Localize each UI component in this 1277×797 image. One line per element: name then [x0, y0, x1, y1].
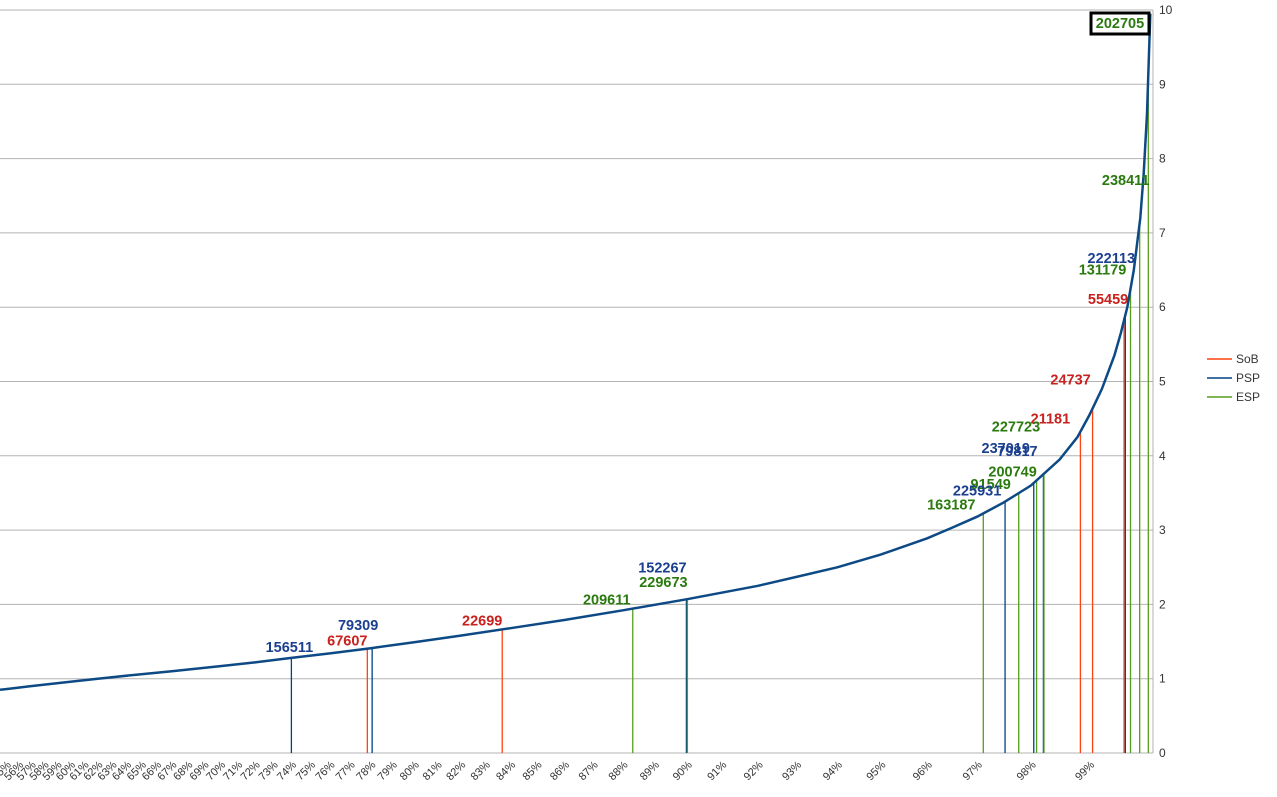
data-label: 163187 [927, 497, 975, 513]
data-label: 79309 [338, 618, 378, 634]
x-tick-label: 98% [1015, 759, 1039, 783]
data-label: 152267 [638, 560, 686, 576]
x-tick-label: 96% [911, 759, 935, 783]
y-tick-label: 10 [1159, 3, 1173, 17]
x-tick-label: 82% [444, 759, 468, 783]
data-label: 222113 [1088, 251, 1136, 267]
x-tick-label: 91% [705, 759, 729, 783]
x-tick-label: 75% [294, 759, 318, 783]
y-tick-label: 3 [1159, 523, 1166, 537]
data-label: 202705 [1096, 16, 1144, 32]
data-label: 200749 [988, 464, 1036, 480]
data-label: 156511 [266, 640, 314, 656]
x-tick-label: 93% [780, 759, 804, 783]
legend-label: PSP [1236, 371, 1260, 385]
data-label: 79817 [997, 444, 1037, 460]
marker-drop-lines [290, 73, 1149, 753]
y-tick-label: 7 [1159, 226, 1166, 240]
x-tick-label: 99% [1073, 759, 1097, 783]
x-tick-label: 77% [334, 759, 358, 783]
x-tick-label: 79% [376, 759, 400, 783]
x-tick-label: 83% [469, 759, 493, 783]
x-tick-label: 73% [257, 759, 281, 783]
y-tick-label: 8 [1159, 152, 1166, 166]
legend-label: SoB [1236, 352, 1259, 366]
x-tick-label: 74% [275, 759, 299, 783]
x-tick-label: 86% [548, 759, 572, 783]
y-tick-label: 9 [1159, 77, 1166, 91]
x-tick-label: 84% [494, 759, 518, 783]
data-label: 225931 [953, 484, 1001, 500]
y-axis-tick-labels: 0 1 2 3 4 5 6 7 8 9 10 [1159, 3, 1173, 760]
data-label: 55459 [1088, 292, 1128, 308]
x-tick-label: 90% [671, 759, 695, 783]
x-tick-label: 85% [520, 759, 544, 783]
x-tick-label: 94% [821, 759, 845, 783]
data-label: 21181 [1031, 412, 1071, 428]
legend: SoB PSP ESP [1207, 352, 1260, 404]
y-tick-label: 0 [1159, 746, 1166, 760]
data-label: 227723 [992, 420, 1040, 436]
data-label: 91549 [971, 477, 1011, 493]
data-label: 229673 [639, 575, 687, 591]
x-tick-label: 89% [638, 759, 662, 783]
y-tick-label: 4 [1159, 449, 1166, 463]
y-tick-label: 5 [1159, 375, 1166, 389]
data-label: 131179 [1079, 263, 1127, 279]
distribution-curve [0, 13, 1152, 692]
x-tick-label: 97% [961, 759, 985, 783]
data-label: 24737 [1050, 372, 1090, 388]
x-tick-label: 95% [864, 759, 888, 783]
gridlines [0, 9, 1154, 754]
x-tick-label: 78% [354, 759, 378, 783]
data-label: 209611 [583, 593, 631, 609]
data-label: 67607 [327, 634, 367, 650]
legend-label: ESP [1236, 390, 1260, 404]
y-tick-label: 2 [1159, 597, 1166, 611]
highlight-box [1089, 11, 1151, 36]
x-axis-tick-labels: 55%56%57%58%59%60%61%62%63%64%65%66%67%6… [0, 759, 1097, 783]
data-label: 238411 [1102, 173, 1150, 189]
data-label: 237019 [982, 441, 1030, 457]
x-tick-label: 87% [577, 759, 601, 783]
x-tick-label: 80% [398, 759, 422, 783]
x-tick-label: 76% [314, 759, 338, 783]
x-tick-label: 92% [742, 759, 766, 783]
data-label: 22699 [462, 613, 502, 629]
y-tick-label: 1 [1159, 672, 1166, 686]
y-tick-label: 6 [1159, 300, 1166, 314]
x-tick-label: 88% [607, 759, 631, 783]
x-tick-label: 81% [421, 759, 445, 783]
